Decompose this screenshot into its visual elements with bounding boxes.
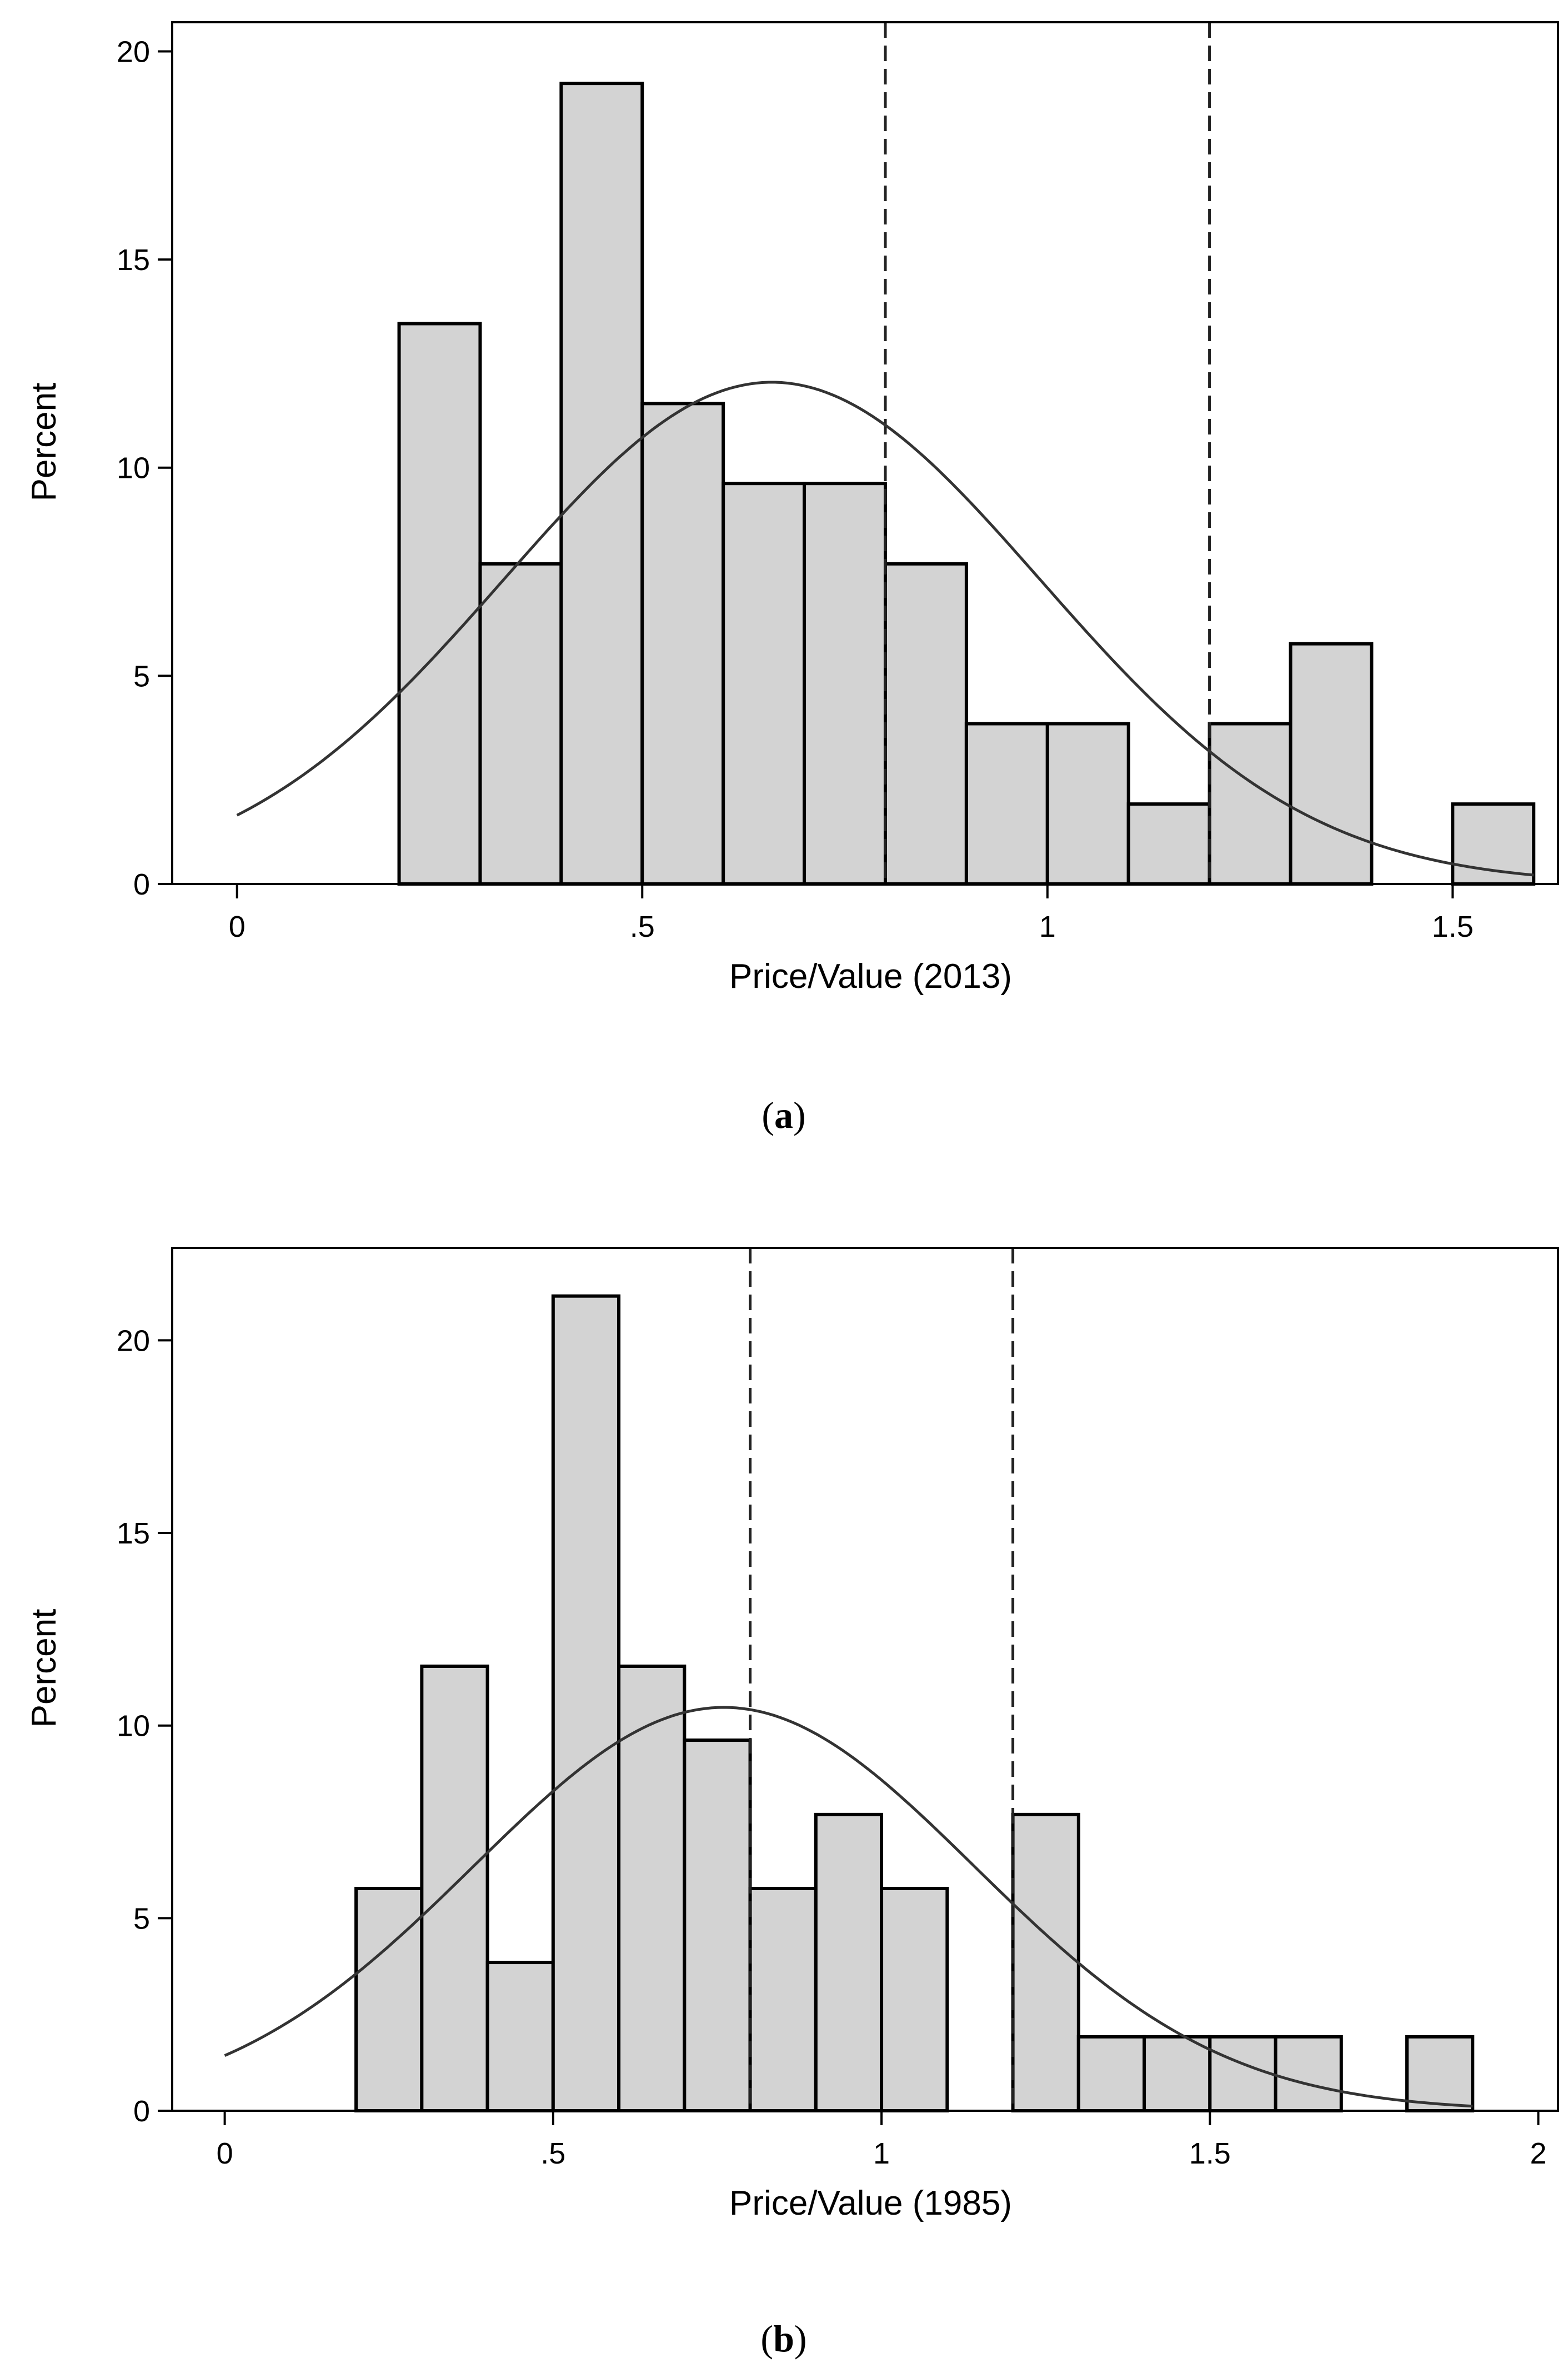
y-tick-label: 15 bbox=[117, 243, 150, 277]
histogram-bar bbox=[420, 1664, 489, 2113]
histogram-bar bbox=[1289, 642, 1374, 886]
histogram-bar bbox=[1405, 2035, 1475, 2113]
x-tick-label: 0 bbox=[217, 2137, 233, 2170]
histogram-bar bbox=[803, 482, 887, 886]
histogram-bar bbox=[1076, 2035, 1146, 2113]
y-tick-label: 20 bbox=[117, 1324, 150, 1357]
histogram-bar bbox=[1208, 2035, 1278, 2113]
x-tick-label: 0 bbox=[229, 910, 246, 943]
y-axis-title: Percent bbox=[25, 1609, 63, 1728]
y-tick-label: 10 bbox=[117, 452, 150, 485]
y-tick-label: 15 bbox=[117, 1517, 150, 1550]
y-tick-label: 5 bbox=[133, 1902, 150, 1935]
y-axis: 0 5 10 15 20 bbox=[117, 35, 172, 901]
x-tick-label: 1.5 bbox=[1432, 910, 1474, 943]
y-tick-label: 10 bbox=[117, 1710, 150, 1743]
histogram-bar bbox=[1011, 1812, 1080, 2113]
histogram-bar bbox=[397, 322, 482, 886]
x-tick-label: .5 bbox=[540, 2137, 565, 2170]
y-tick-label: 0 bbox=[133, 2095, 150, 2128]
histogram-bar bbox=[485, 1961, 555, 2112]
x-tick-label: .5 bbox=[630, 910, 655, 943]
histogram-panel-a: 0 5 10 15 20 0 .5 1 1.5 Price/Value (2013) Percent… bbox=[25, 21, 1559, 1136]
histogram-bar bbox=[1045, 722, 1130, 886]
histogram-bar bbox=[1451, 802, 1536, 886]
histogram-bar bbox=[683, 1738, 752, 2112]
histogram-bar bbox=[964, 722, 1049, 886]
panel-caption: (b) bbox=[760, 2317, 806, 2360]
histogram-bar bbox=[722, 482, 806, 886]
bars bbox=[397, 82, 1536, 886]
histogram-bar bbox=[559, 82, 644, 886]
histogram-bar bbox=[1274, 2035, 1343, 2113]
x-tick-label: 1.5 bbox=[1189, 2137, 1231, 2170]
y-tick-label: 5 bbox=[133, 660, 150, 693]
histogram-bar bbox=[883, 562, 968, 886]
x-axis-title: Price/Value (1985) bbox=[729, 2184, 1012, 2222]
histogram-bar bbox=[748, 1886, 818, 2113]
histogram-bar bbox=[880, 1886, 949, 2113]
plot-frame bbox=[171, 21, 1559, 885]
histogram-bar bbox=[478, 562, 563, 886]
histogram-bar bbox=[1143, 2035, 1212, 2113]
histogram-bar bbox=[814, 1812, 884, 2113]
histogram-bar bbox=[640, 402, 725, 886]
x-axis-title: Price/Value (2013) bbox=[729, 957, 1012, 996]
histogram-bar bbox=[551, 1294, 621, 2112]
y-tick-label: 20 bbox=[117, 35, 150, 68]
panel-letter: a bbox=[774, 1094, 793, 1136]
histogram-bar bbox=[1126, 802, 1211, 886]
panel-letter: b bbox=[773, 2317, 794, 2360]
y-axis-title: Percent bbox=[25, 383, 63, 502]
y-tick-label: 0 bbox=[133, 868, 150, 901]
panel-caption: (a) bbox=[762, 1094, 805, 1136]
x-tick-label: 2 bbox=[1530, 2137, 1547, 2170]
x-tick-label: 1 bbox=[1039, 910, 1056, 943]
y-axis: 0 5 10 15 20 bbox=[117, 1324, 172, 2128]
x-axis: 0 .5 1 1.5 2 bbox=[217, 2111, 1547, 2170]
bars bbox=[354, 1294, 1475, 2113]
histogram-panel-b: 0 5 10 15 20 0 .5 1 1.5 2 Price/Value (1985) Percen… bbox=[25, 1247, 1559, 2360]
plot-frame bbox=[171, 1247, 1559, 2112]
normal-density-curve bbox=[236, 381, 1534, 877]
histogram-bar bbox=[354, 1886, 424, 2113]
x-axis: 0 .5 1 1.5 bbox=[229, 884, 1474, 943]
x-tick-label: 1 bbox=[873, 2137, 890, 2170]
histogram-bar bbox=[1208, 722, 1293, 886]
histogram-bar bbox=[617, 1664, 687, 2113]
normal-density-curve bbox=[224, 1706, 1473, 2108]
